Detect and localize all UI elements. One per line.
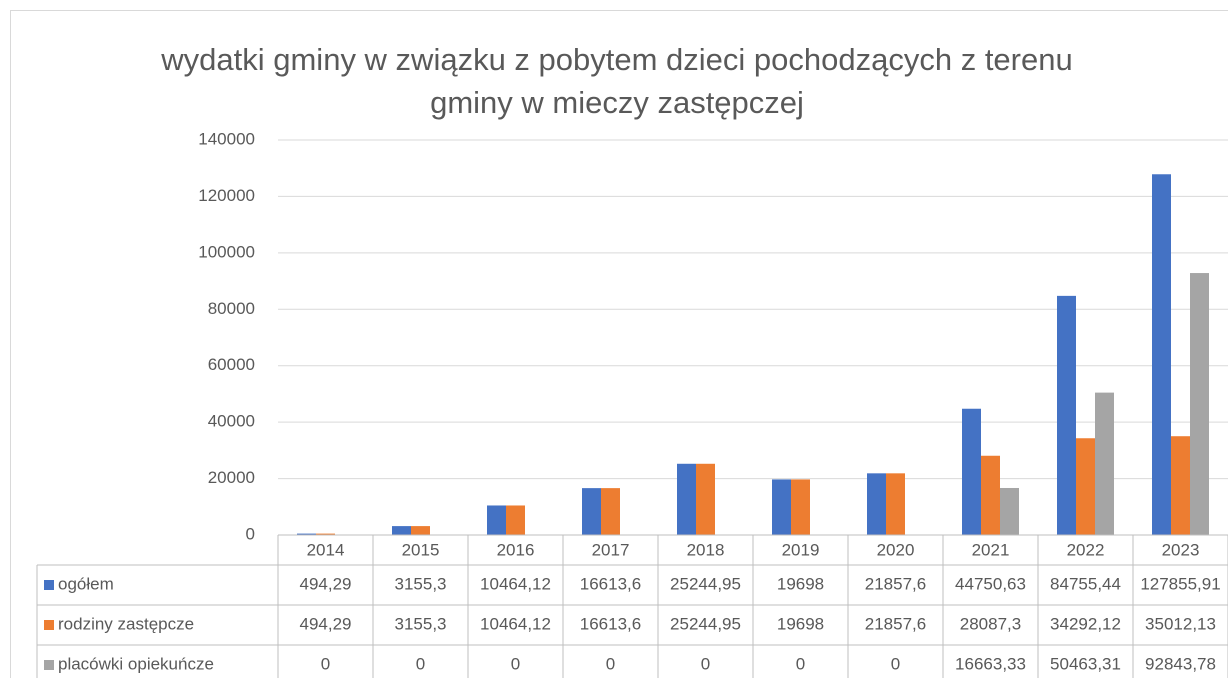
- y-tick-label: 120000: [198, 186, 255, 205]
- x-tick-label: 2015: [402, 540, 440, 559]
- table-value: 0: [416, 654, 425, 673]
- table-value: 25244,95: [670, 574, 741, 593]
- x-tick-label: 2019: [782, 540, 820, 559]
- bar: [772, 479, 791, 535]
- y-tick-label: 20000: [208, 468, 255, 487]
- bar: [1095, 392, 1114, 535]
- table-value: 0: [511, 654, 520, 673]
- bar: [582, 488, 601, 535]
- table-value: 50463,31: [1050, 654, 1121, 673]
- x-tick-label: 2021: [972, 540, 1010, 559]
- bar: [791, 479, 810, 535]
- table-value: 0: [606, 654, 615, 673]
- table-value: 34292,12: [1050, 614, 1121, 633]
- table-value: 0: [891, 654, 900, 673]
- bar: [867, 473, 886, 535]
- table-value: 25244,95: [670, 614, 741, 633]
- legend-label: ogółem: [58, 574, 114, 593]
- table-value: 84755,44: [1050, 574, 1121, 593]
- bar: [1057, 295, 1076, 535]
- table-value: 3155,3: [395, 614, 447, 633]
- table-value: 19698: [777, 574, 824, 593]
- x-tick-label: 2020: [877, 540, 915, 559]
- legend-swatch: [44, 580, 54, 590]
- table-value: 3155,3: [395, 574, 447, 593]
- table-value: 16663,33: [955, 654, 1026, 673]
- table-value: 10464,12: [480, 574, 551, 593]
- bar: [1171, 436, 1190, 535]
- bar: [411, 526, 430, 535]
- x-tick-label: 2017: [592, 540, 630, 559]
- bar: [487, 505, 506, 535]
- y-tick-label: 100000: [198, 242, 255, 261]
- bar: [601, 488, 620, 535]
- bar: [392, 526, 411, 535]
- y-tick-label: 40000: [208, 412, 255, 431]
- bar: [962, 408, 981, 535]
- table-value: 21857,6: [865, 614, 926, 633]
- table-value: 19698: [777, 614, 824, 633]
- y-tick-label: 140000: [198, 129, 255, 148]
- bar: [1152, 174, 1171, 536]
- legend-swatch: [44, 620, 54, 630]
- chart-title: wydatki gminy w związku z pobytem dzieci…: [161, 42, 1073, 120]
- table-value: 494,29: [300, 614, 352, 633]
- x-tick-label: 2014: [307, 540, 345, 559]
- table-value: 28087,3: [960, 614, 1021, 633]
- x-tick-label: 2023: [1162, 540, 1200, 559]
- table-value: 21857,6: [865, 574, 926, 593]
- bar: [1190, 273, 1209, 535]
- x-tick-label: 2016: [497, 540, 535, 559]
- x-tick-label: 2018: [687, 540, 725, 559]
- bar: [886, 473, 905, 535]
- table-value: 35012,13: [1145, 614, 1216, 633]
- bar: [316, 533, 335, 535]
- x-tick-label: 2022: [1067, 540, 1105, 559]
- bar: [696, 463, 715, 535]
- legend-label: placówki opiekuńcze: [58, 654, 214, 673]
- table-value: 0: [321, 654, 330, 673]
- legend-swatch: [44, 660, 54, 670]
- chart-border: [10, 10, 1228, 678]
- table-value: 16613,6: [580, 614, 641, 633]
- legend-label: rodziny zastępcze: [58, 614, 194, 633]
- bar: [1000, 487, 1019, 535]
- table-value: 0: [701, 654, 710, 673]
- table-value: 127855,91: [1140, 574, 1220, 593]
- bar: [1076, 438, 1095, 535]
- y-tick-label: 0: [246, 524, 255, 543]
- table-value: 10464,12: [480, 614, 551, 633]
- bar: [677, 463, 696, 535]
- bar: [297, 533, 316, 535]
- table-value: 92843,78: [1145, 654, 1216, 673]
- bar: [981, 455, 1000, 535]
- table-value: 494,29: [300, 574, 352, 593]
- table-value: 0: [796, 654, 805, 673]
- table-value: 44750,63: [955, 574, 1026, 593]
- table-value: 16613,6: [580, 574, 641, 593]
- bar: [506, 505, 525, 535]
- y-tick-label: 80000: [208, 299, 255, 318]
- y-tick-label: 60000: [208, 355, 255, 374]
